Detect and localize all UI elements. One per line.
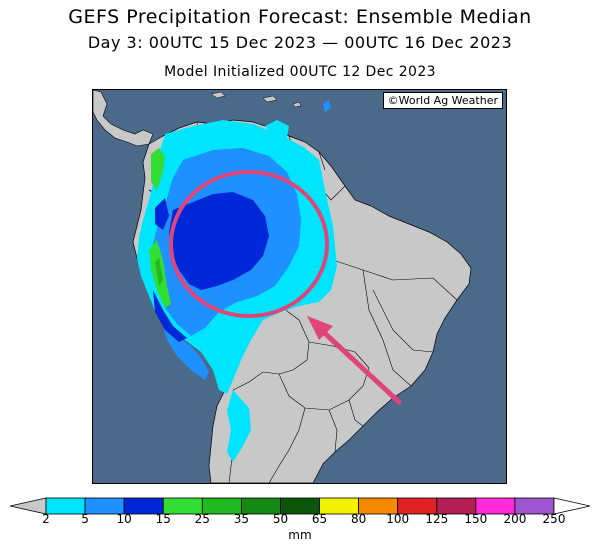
- model-init-line: Model Initialized 00UTC 12 Dec 2023: [164, 64, 436, 80]
- colorbar-tick-label: 2: [42, 512, 50, 526]
- colorbar-tick-label: 200: [503, 512, 527, 526]
- map-title: GEFS Precipitation Forecast: Ensemble Me…: [68, 6, 532, 28]
- caribbean-islands: [210, 91, 302, 108]
- colorbar-tick-label: 50: [272, 512, 289, 526]
- colorbar-tick-label: 5: [81, 512, 89, 526]
- colorbar-tick-label: 35: [233, 512, 250, 526]
- precip-colorbar: [10, 497, 590, 515]
- credit-label: ©World Ag Weather: [382, 92, 503, 109]
- colorbar-under-arrow: [10, 497, 47, 515]
- colorbar-unit: mm: [288, 528, 312, 542]
- colorbar-tick-label: 25: [194, 512, 210, 526]
- colorbar-tick-label: 125: [425, 512, 449, 526]
- forecast-period: Day 3: 00UTC 15 Dec 2023 — 00UTC 16 Dec …: [87, 33, 513, 52]
- colorbar-tick-label: 10: [116, 512, 132, 526]
- map-panel: ©World Ag Weather: [92, 89, 507, 484]
- colorbar-cell: [45, 497, 86, 515]
- colorbar-tick-label: 250: [542, 512, 566, 526]
- colorbar-tick-label: 100: [386, 512, 410, 526]
- arrow-pointer: [307, 316, 402, 405]
- highlight-ellipse: [169, 170, 329, 318]
- colorbar-tick-label: 150: [464, 512, 488, 526]
- colorbar-tick-label: 80: [350, 512, 367, 526]
- central-america-land: [93, 90, 154, 147]
- colorbar-over-arrow: [553, 497, 590, 515]
- south-america-precip-map: [93, 90, 506, 483]
- colorbar-tick-label: 65: [311, 512, 328, 526]
- colorbar-tick-label: 15: [155, 512, 171, 526]
